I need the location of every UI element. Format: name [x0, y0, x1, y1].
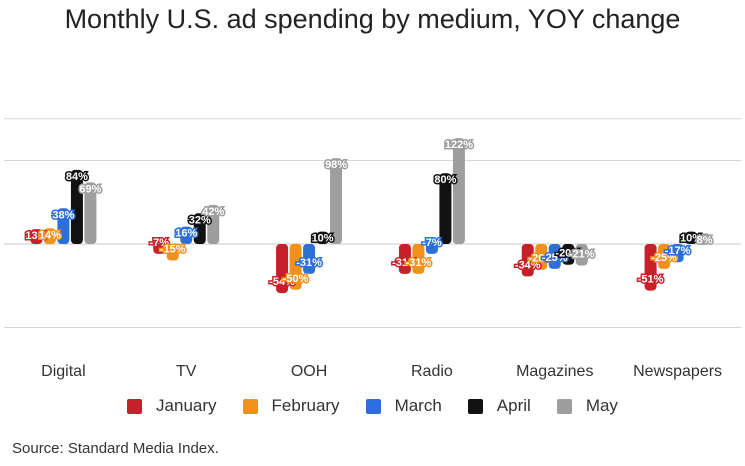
- data-label-tv-may: 42%: [202, 206, 224, 218]
- data-label-digital-april: 84%: [66, 171, 88, 183]
- bars: [30, 138, 711, 294]
- data-label-magazines-may: -21%: [569, 249, 595, 261]
- x-axis-ticks: Digital TV OOH Radio Magazines Newspapers: [41, 363, 722, 380]
- bar-magazines-may: [575, 244, 588, 266]
- data-label-digital-march: 38%: [52, 209, 74, 221]
- bar-digital-may: [84, 182, 97, 244]
- bar-ooh-january: [276, 244, 289, 294]
- data-label-radio-may: 122%: [445, 139, 473, 151]
- data-label-digital-february: 14%: [39, 229, 61, 241]
- data-label-ooh-february: -50%: [283, 273, 309, 285]
- data-label-magazines-march: -25%: [542, 252, 568, 264]
- data-label-newspapers-april: 10%: [680, 233, 702, 245]
- source-note: Source: Standard Media Index.: [12, 440, 219, 457]
- bar-tv-february: [166, 244, 179, 261]
- legend-item-march: March: [365, 396, 442, 416]
- data-label-tv-march: 16%: [175, 228, 197, 240]
- chart-plot: 13%14%38%84%69%-7%-15%16%32%42%-54%-50%-…: [4, 118, 741, 380]
- legend-swatch-may: [556, 398, 572, 414]
- bar-digital-march: [57, 208, 70, 244]
- data-label-tv-april: 32%: [189, 214, 211, 226]
- data-label-radio-january: -31%: [392, 257, 418, 269]
- bar-radio-january: [398, 244, 411, 274]
- legend-item-february: February: [242, 396, 340, 416]
- data-label-tv-february: -15%: [160, 244, 186, 256]
- bar-tv-may: [207, 204, 220, 244]
- bar-newspapers-february: [658, 244, 671, 269]
- data-label-ooh-march: -31%: [296, 257, 322, 269]
- legend-label-march: March: [394, 396, 442, 415]
- data-label-newspapers-march: -17%: [665, 245, 691, 257]
- x-tick-newspapers: Newspapers: [633, 363, 722, 380]
- data-label-ooh-may: 98%: [325, 159, 347, 171]
- bar-tv-april: [193, 213, 206, 244]
- data-labels: 13%14%38%84%69%-7%-15%16%32%42%-54%-50%-…: [24, 138, 714, 290]
- bar-tv-march: [180, 226, 193, 244]
- data-label-tv-january: -7%: [149, 237, 169, 249]
- data-label-ooh-april: 10%: [312, 233, 334, 245]
- data-label-magazines-april: -20%: [555, 248, 581, 260]
- gridlines: [4, 118, 741, 328]
- bar-ooh-may: [330, 158, 343, 244]
- data-label-ooh-january: -54%: [269, 276, 295, 288]
- bar-tv-january: [153, 244, 166, 254]
- x-tick-magazines: Magazines: [516, 363, 593, 380]
- bar-ooh-april: [316, 231, 329, 244]
- data-label-newspapers-january: -51%: [638, 274, 664, 286]
- data-label-radio-april: 80%: [434, 174, 456, 186]
- x-tick-tv: TV: [176, 363, 197, 380]
- legend-label-january: January: [156, 396, 217, 415]
- bar-newspapers-january: [644, 244, 657, 291]
- bar-magazines-april: [562, 244, 575, 265]
- data-label-newspapers-may: 8%: [697, 234, 713, 246]
- bar-ooh-february: [289, 244, 302, 290]
- bar-magazines-february: [535, 244, 548, 270]
- legend-label-may: May: [585, 396, 618, 415]
- bar-newspapers-april: [685, 231, 698, 244]
- bar-radio-may: [452, 138, 465, 244]
- chart-title: Monthly U.S. ad spending by medium, YOY …: [64, 4, 681, 34]
- bar-magazines-march: [548, 244, 561, 269]
- data-label-digital-january: 13%: [25, 230, 47, 242]
- bar-digital-february: [43, 228, 56, 244]
- bar-ooh-march: [303, 244, 316, 274]
- data-label-newspapers-february: -25%: [651, 252, 677, 264]
- data-label-magazines-february: -26%: [528, 253, 554, 265]
- bar-radio-april: [439, 173, 452, 244]
- bar-digital-january: [30, 229, 43, 244]
- legend: January February March April May: [0, 392, 745, 420]
- data-label-digital-may: 69%: [79, 183, 101, 195]
- x-tick-ooh: OOH: [291, 363, 327, 380]
- legend-swatch-january: [127, 398, 143, 414]
- legend-swatch-april: [467, 398, 483, 414]
- legend-item-may: May: [556, 396, 618, 416]
- legend-label-february: February: [271, 396, 340, 415]
- data-label-radio-march: -7%: [422, 237, 442, 249]
- x-tick-digital: Digital: [41, 363, 85, 380]
- data-label-magazines-january: -34%: [515, 259, 541, 271]
- bar-newspapers-may: [698, 233, 711, 244]
- legend-label-april: April: [496, 396, 531, 415]
- bar-newspapers-march: [671, 244, 684, 263]
- legend-item-april: April: [467, 396, 531, 416]
- legend-swatch-march: [365, 398, 381, 414]
- legend-swatch-february: [242, 398, 258, 414]
- bar-radio-february: [412, 244, 425, 274]
- bar-radio-march: [425, 244, 438, 254]
- data-label-radio-february: -31%: [406, 257, 432, 269]
- legend-item-january: January: [127, 396, 217, 416]
- bar-digital-april: [70, 169, 83, 244]
- bar-magazines-january: [521, 244, 534, 277]
- x-tick-radio: Radio: [411, 363, 453, 380]
